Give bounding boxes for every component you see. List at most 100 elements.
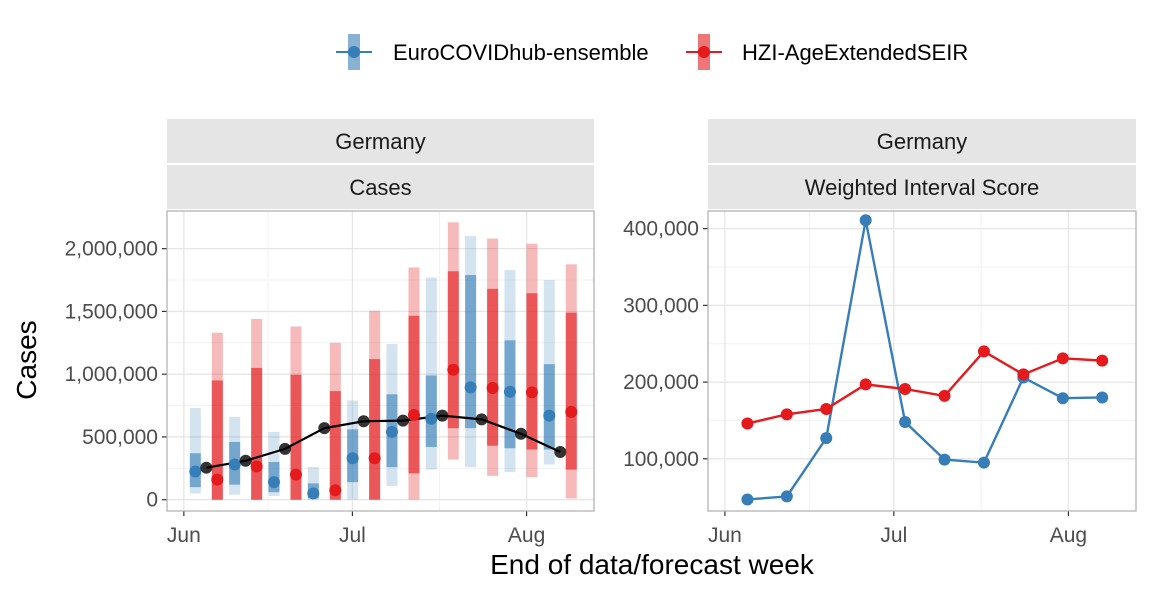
series-point: [780, 408, 793, 421]
y-tick-label: 300,000: [623, 294, 699, 317]
y-tick-label: 500,000: [82, 426, 158, 449]
y-tick-label: 2,000,000: [65, 238, 158, 261]
y-axis-title: Cases: [11, 320, 42, 399]
median-point: [211, 473, 224, 486]
inner-interval-bar: [447, 271, 459, 429]
median-point: [228, 458, 241, 471]
median-point: [486, 381, 499, 394]
median-point: [329, 484, 342, 497]
series-point: [977, 456, 990, 469]
median-point: [565, 405, 578, 418]
x-axis-title: End of data/forecast week: [490, 549, 815, 580]
series-point: [977, 345, 990, 358]
median-point: [425, 412, 438, 425]
median-point: [407, 408, 420, 421]
series-point: [741, 417, 754, 430]
median-point: [289, 468, 302, 481]
inner-interval-bar: [211, 380, 223, 500]
median-point: [368, 452, 381, 465]
observed-point: [514, 427, 527, 440]
series-point: [1096, 391, 1109, 404]
median-point: [464, 381, 477, 394]
inner-interval-bar: [526, 293, 538, 450]
legend-key-hzi: [686, 34, 722, 70]
median-point: [385, 425, 398, 438]
left-panel-plot: 0 500,000 1,000,000 1,500,000 2,000,000 Jun Ju…: [65, 210, 595, 547]
y-tick-label: 1,000,000: [65, 363, 158, 386]
inner-interval-bar: [290, 374, 302, 500]
right-panel-plot: 100,000 200,000 300,000 400,000 Jun Jul Aug: [623, 210, 1137, 547]
outer-interval-bar: [425, 277, 437, 470]
series-point: [1017, 368, 1030, 381]
y-tick-label: 0: [146, 489, 158, 512]
legend-label-hzi: HZI-AgeExtendedSEIR: [742, 40, 968, 65]
median-point: [525, 386, 538, 399]
median-point: [189, 465, 202, 478]
x-tick-label: Jul: [339, 524, 366, 547]
inner-interval-bar: [408, 315, 420, 474]
inner-interval-bar: [543, 364, 555, 450]
observed-point: [200, 461, 213, 474]
series-point: [899, 383, 912, 396]
panel-border: [707, 210, 1137, 512]
inner-interval-bar: [329, 391, 341, 500]
right-panel-strip: Germany Weighted Interval Score: [708, 119, 1136, 209]
right-strip-variable: Weighted Interval Score: [805, 175, 1039, 200]
observed-point: [554, 446, 567, 459]
right-strip-country: Germany: [877, 129, 967, 154]
observed-point: [396, 414, 409, 427]
inner-interval-bar: [465, 275, 477, 429]
median-point: [346, 452, 359, 465]
series-point: [938, 453, 951, 466]
left-strip-country: Germany: [335, 129, 425, 154]
median-point: [267, 476, 280, 489]
observed-line: [206, 414, 561, 469]
inner-interval-bar: [369, 359, 381, 500]
series-point: [1056, 392, 1069, 405]
median-point: [447, 363, 460, 376]
series-point: [820, 402, 833, 415]
series-line: [747, 349, 1103, 425]
observed-point: [278, 442, 291, 455]
series-point: [820, 432, 833, 445]
x-tick-label: Aug: [1050, 524, 1087, 547]
outer-interval-bar: [189, 408, 201, 494]
series-point: [1056, 352, 1069, 365]
series-line: [747, 219, 1103, 501]
y-tick-label: 400,000: [623, 218, 699, 241]
legend: EuroCOVIDhub-ensemble HZI-AgeExtendedSEI…: [336, 34, 968, 70]
series-point: [859, 214, 872, 227]
series-point: [741, 493, 754, 506]
observed-point: [436, 409, 449, 422]
median-point: [503, 385, 516, 398]
median-point: [543, 409, 556, 422]
y-tick-label: 1,500,000: [65, 300, 158, 323]
median-point: [250, 460, 263, 473]
inner-interval-bar: [251, 367, 263, 500]
x-tick-label: Aug: [508, 524, 545, 547]
inner-interval-bar: [487, 288, 499, 446]
median-point: [307, 487, 320, 500]
y-tick-label: 200,000: [623, 371, 699, 394]
legend-label-ensemble: EuroCOVIDhub-ensemble: [393, 40, 649, 65]
observed-point: [475, 413, 488, 426]
x-tick-label: Jun: [167, 524, 201, 547]
y-tick-label: 100,000: [623, 448, 699, 471]
inner-interval-bar: [425, 375, 437, 447]
left-strip-variable: Cases: [349, 175, 411, 200]
left-panel-strip: Germany Cases: [167, 119, 594, 209]
inner-interval-bar: [565, 312, 577, 470]
series-point: [1096, 354, 1109, 367]
series-point: [780, 490, 793, 503]
observed-point: [239, 454, 252, 467]
x-tick-label: Jul: [880, 524, 907, 547]
series-point: [859, 378, 872, 391]
legend-key-ensemble: [336, 34, 372, 70]
panel-border: [166, 210, 595, 512]
observed-point: [357, 415, 370, 428]
x-tick-label: Jun: [708, 524, 742, 547]
observed-point: [318, 422, 331, 435]
series-point: [899, 415, 912, 428]
panel-background: [708, 211, 1136, 511]
